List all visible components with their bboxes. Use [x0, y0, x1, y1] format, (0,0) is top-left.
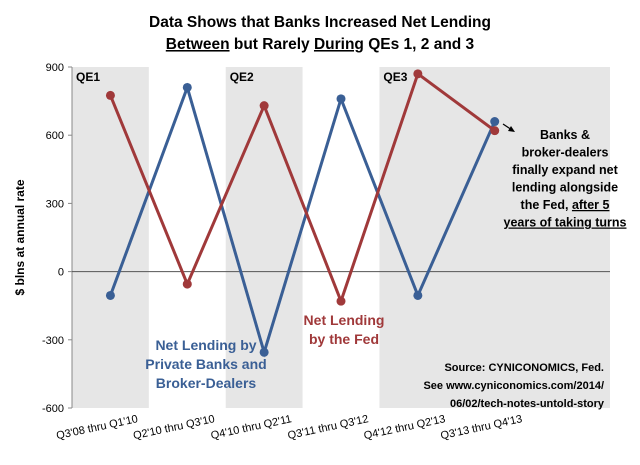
series-line: [109, 71, 496, 306]
qe-label: QE2: [230, 70, 254, 84]
data-point: [259, 347, 269, 357]
x-tick-label: Q4'12 thru Q2'13: [363, 413, 447, 442]
x-tick-label: Q4'10 thru Q2'11: [210, 413, 293, 442]
text-part: but Rarely: [230, 36, 314, 53]
y-tick-label: -600: [42, 403, 64, 415]
series-label-fed: by the Fed: [309, 331, 379, 347]
text-part: During: [314, 36, 364, 53]
annotation-text: lending alongside: [512, 181, 618, 195]
x-tick-label: Q2'10 thru Q3'10: [132, 413, 216, 442]
data-point: [490, 126, 500, 136]
text-part: lending alongside: [512, 181, 618, 195]
series-label-banks: Broker-Dealers: [156, 375, 257, 391]
text-part: the Fed,: [521, 198, 572, 212]
text-part: after 5: [572, 198, 610, 212]
text-part: Between: [166, 36, 230, 53]
annotation-text: Banks &: [540, 128, 590, 142]
data-point: [182, 279, 192, 289]
x-tick-label: Q3'11 thru Q3'12: [287, 413, 370, 442]
data-point: [182, 82, 192, 92]
arrow-head-icon: [508, 126, 515, 132]
y-tick-label: 600: [46, 130, 64, 142]
annotation-text: the Fed, after 5: [521, 198, 610, 212]
text-part: QEs 1, 2 and 3: [364, 36, 475, 53]
data-point: [490, 117, 500, 127]
chart-subtitle: Between but Rarely During QEs 1, 2 and 3: [166, 36, 475, 53]
data-point: [105, 290, 115, 300]
y-tick-label: 0: [58, 267, 64, 279]
text-part: years of taking turns: [504, 216, 627, 230]
data-point: [413, 69, 423, 79]
y-tick-label: 900: [46, 62, 64, 74]
source-note: 06/02/tech-notes-untold-story: [450, 398, 605, 410]
data-point: [336, 94, 346, 104]
y-tick-label: -300: [42, 335, 64, 347]
qe-label: QE3: [383, 70, 407, 84]
annotation-text: broker-dealers: [522, 146, 609, 160]
annotation-text: finally expand net: [512, 163, 618, 177]
qe-label: QE1: [76, 70, 100, 84]
series-label-banks: Private Banks and: [145, 356, 266, 372]
y-tick-label: 300: [46, 198, 64, 210]
qe-shaded-region: [72, 67, 149, 408]
source-note: Source: CYNICONOMICS, Fed.: [444, 362, 604, 374]
source-note: See www.cyniconomics.com/2014/: [423, 380, 604, 392]
series-label-fed: Net Lending: [304, 312, 385, 328]
data-point: [336, 296, 346, 306]
y-axis-label: $ blns at annual rate: [13, 179, 27, 295]
data-point: [259, 101, 269, 111]
chart-title: Data Shows that Banks Increased Net Lend…: [149, 14, 491, 31]
text-part: Banks &: [540, 128, 590, 142]
x-tick-label: Q3'08 thru Q1'10: [55, 413, 139, 442]
text-part: finally expand net: [512, 163, 618, 177]
series-label-banks: Net Lending by: [155, 337, 256, 353]
text-part: broker-dealers: [522, 146, 609, 160]
x-tick-label: Q3'13 thru Q4'13: [440, 413, 524, 442]
annotation-text: years of taking turns: [504, 216, 627, 230]
series-line: [109, 82, 497, 358]
data-point: [413, 290, 423, 300]
data-point: [105, 90, 115, 100]
